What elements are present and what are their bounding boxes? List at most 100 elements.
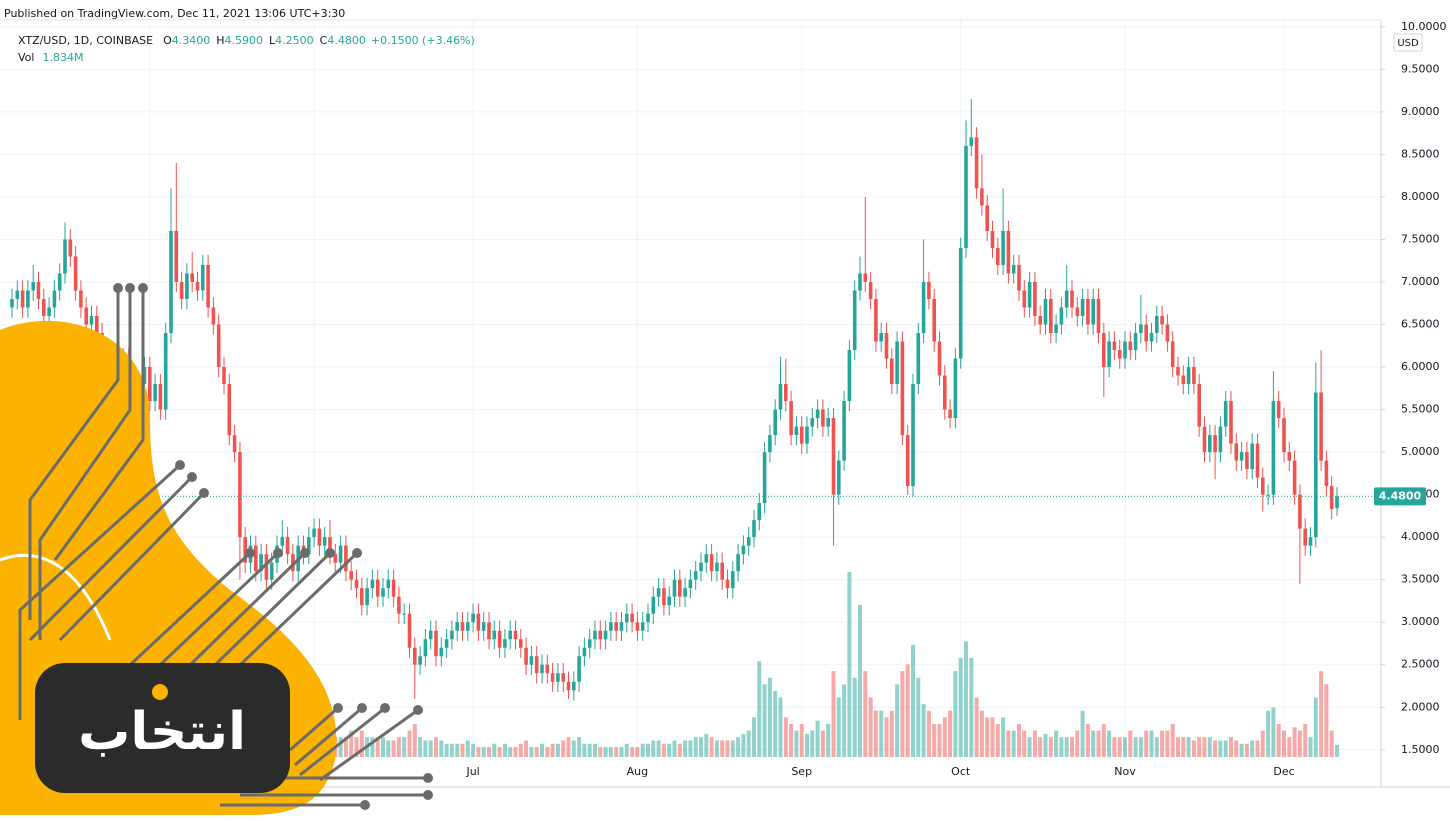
volume-bar — [990, 717, 995, 757]
candle-body — [36, 281, 41, 299]
x-tick-label: Aug — [627, 765, 648, 778]
candle-body — [1102, 333, 1106, 368]
candle-body — [227, 384, 232, 436]
volume-bar — [608, 747, 613, 757]
volume-bar — [1335, 744, 1339, 757]
volume-bar — [1027, 737, 1032, 757]
volume-bar — [434, 737, 438, 757]
candle-body — [736, 554, 740, 572]
candle-body — [1011, 264, 1016, 274]
candle-body — [254, 545, 258, 572]
y-tick-label: 8.5000 — [1401, 147, 1440, 160]
watermark-circuit — [18, 288, 428, 807]
candle-body — [561, 673, 565, 682]
volume-bar — [561, 740, 566, 757]
volume-bar — [1303, 723, 1308, 757]
volume-bar — [1075, 730, 1080, 757]
candle-body — [1255, 443, 1260, 478]
volume-bar — [1144, 730, 1149, 757]
candle-body — [953, 358, 958, 419]
volume-bar — [1096, 730, 1101, 757]
candle-body — [68, 239, 73, 257]
volume-bar — [1043, 733, 1048, 757]
candle-body — [778, 384, 783, 410]
candle-body — [1144, 324, 1148, 342]
candle-body — [884, 333, 889, 359]
candle-body — [344, 545, 348, 572]
candle-body — [1075, 307, 1080, 316]
volume-bar — [1260, 730, 1265, 757]
candle-body — [174, 230, 179, 282]
volume-bar — [873, 710, 878, 757]
volume-bar — [524, 740, 529, 757]
candle-body — [407, 613, 412, 648]
candle-body — [158, 384, 163, 410]
volume-bar — [412, 723, 417, 757]
candle-body — [434, 630, 438, 657]
candle-body — [990, 230, 995, 248]
candle-body — [206, 264, 210, 308]
circuit-dot — [357, 703, 367, 713]
y-tick-label: 8.0000 — [1401, 190, 1440, 203]
volume-bar — [1170, 723, 1175, 757]
candle-body — [471, 613, 475, 623]
candle-body — [651, 596, 656, 614]
volume-bar — [773, 690, 778, 757]
candle-body — [662, 588, 666, 606]
candle-body — [79, 290, 83, 308]
volume-bar — [577, 737, 582, 757]
candle-body — [386, 579, 391, 589]
y-tick-label: 9.0000 — [1401, 105, 1440, 118]
candle-body — [1271, 401, 1276, 495]
candle-body — [731, 571, 735, 589]
volume-bar — [932, 723, 937, 757]
volume-bar — [460, 743, 465, 757]
candle-body — [423, 639, 428, 657]
candle-body — [1033, 281, 1037, 316]
candle-body — [582, 647, 587, 657]
volume-bar — [1282, 730, 1286, 757]
volume-bar — [979, 710, 984, 757]
candle-body — [42, 298, 46, 316]
y-tick-label: 6.0000 — [1401, 360, 1440, 373]
volume-bar — [418, 737, 423, 757]
candle-body — [1117, 350, 1122, 359]
candle-body — [1086, 298, 1090, 325]
candle-body — [1287, 452, 1292, 461]
volume-bar — [1266, 710, 1271, 757]
x-tick-label: Nov — [1114, 765, 1136, 778]
volume-bar — [911, 644, 915, 757]
candle-body — [773, 409, 777, 436]
volume-bar — [1101, 723, 1106, 757]
candle-body — [794, 426, 799, 436]
candle-body — [84, 307, 88, 325]
candle-body — [768, 435, 772, 453]
candle-body — [603, 630, 608, 640]
candle-body — [1335, 496, 1339, 509]
candle-body — [858, 273, 862, 291]
volume-bar — [746, 730, 751, 757]
watermark-text: انتخاب — [78, 702, 246, 762]
volume-bar — [1176, 737, 1180, 757]
candle-body — [1229, 401, 1233, 444]
volume-bar — [1255, 740, 1260, 757]
volume-bar — [1070, 737, 1074, 757]
circuit-dot — [380, 703, 390, 713]
candle-body — [280, 537, 285, 546]
volume-bar — [964, 641, 968, 757]
candle-body — [360, 588, 364, 606]
volume-bar — [805, 733, 809, 757]
candle-body — [1292, 460, 1297, 495]
volume-bar — [863, 671, 868, 757]
volume-bar — [375, 737, 380, 757]
candle-body — [1123, 341, 1127, 359]
candle-body — [656, 588, 661, 597]
circuit-line — [128, 551, 252, 667]
volume-bar — [1117, 737, 1122, 757]
circuit-dot — [245, 548, 255, 558]
candle-body — [635, 622, 640, 631]
volume-bar — [985, 717, 990, 757]
volume-bar — [1107, 730, 1112, 757]
volume-bar — [767, 677, 772, 757]
volume-bar — [730, 740, 735, 757]
